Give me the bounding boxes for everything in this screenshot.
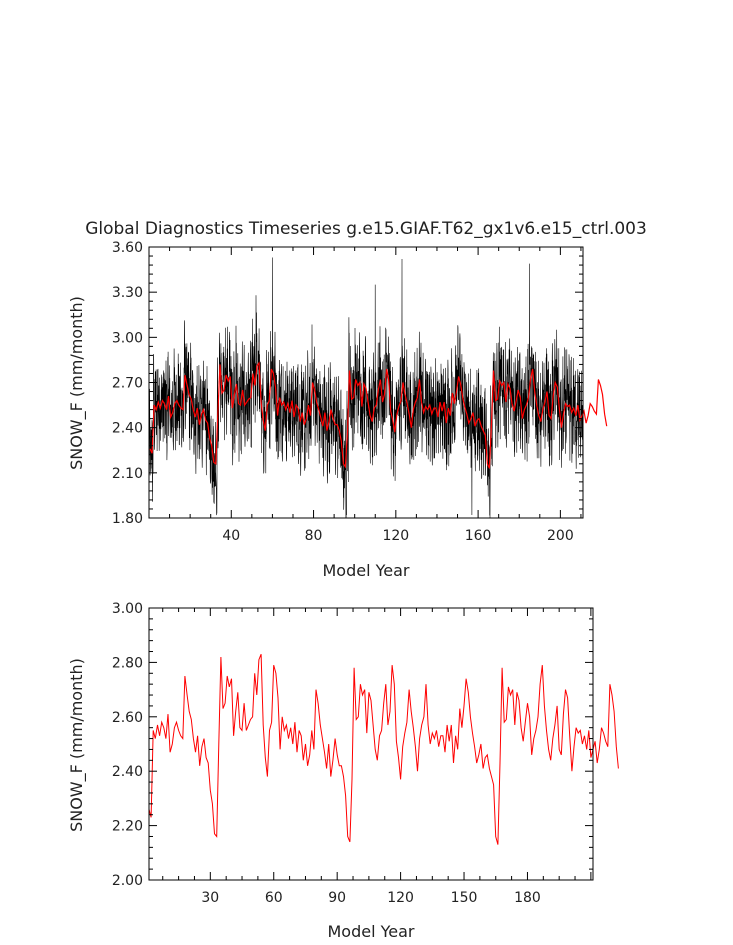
y-tick-label: 2.40 <box>112 421 143 437</box>
x-axis-label: Model Year <box>323 561 410 580</box>
x-tick-label: 160 <box>465 528 492 544</box>
x-tick-label: 180 <box>514 890 541 906</box>
annual-mean-overlay-line <box>149 361 608 469</box>
y-tick-label: 3.60 <box>112 240 143 256</box>
x-tick-label: 80 <box>305 528 323 544</box>
y-axis-label: SNOW_F (mm/month) <box>67 658 87 832</box>
y-tick-label: 2.00 <box>112 873 143 889</box>
y-tick-label: 3.00 <box>112 601 143 617</box>
x-tick-label: 120 <box>382 528 409 544</box>
x-tick-label: 30 <box>201 890 219 906</box>
ticks-group: 2.00 2.20 2.40 2.60 2.80 3.00 30 60 90 120 150 180 <box>112 601 593 906</box>
y-tick-label: 2.60 <box>112 710 143 726</box>
x-axis-label: Model Year <box>328 922 415 941</box>
ticks-group: 1.80 2.10 2.40 2.70 3.00 3.30 3.60 40 80 120 160 20… <box>112 240 583 544</box>
monthly-timeseries-chart: Global Diagnostics Timeseries g.e15.GIAF… <box>67 219 647 580</box>
x-tick-label: 200 <box>547 528 574 544</box>
x-tick-label: 40 <box>222 528 240 544</box>
y-tick-label: 2.20 <box>112 819 143 835</box>
x-tick-label: 60 <box>265 890 283 906</box>
series-group <box>148 654 619 845</box>
y-tick-label: 2.10 <box>112 466 143 482</box>
annual-mean-line <box>148 654 619 845</box>
x-tick-label: 90 <box>328 890 346 906</box>
y-tick-label: 2.40 <box>112 764 143 780</box>
x-tick-label: 120 <box>387 890 414 906</box>
plot-frame <box>148 607 594 881</box>
y-tick-label: 1.80 <box>112 511 143 527</box>
y-tick-label: 3.00 <box>112 330 143 346</box>
series-group <box>148 257 608 519</box>
x-tick-label: 150 <box>451 890 478 906</box>
chart-title: Global Diagnostics Timeseries g.e15.GIAF… <box>85 219 647 239</box>
y-tick-label: 2.80 <box>112 655 143 671</box>
y-axis-label: SNOW_F (mm/month) <box>67 296 87 470</box>
y-tick-label: 2.70 <box>112 376 143 392</box>
y-tick-label: 3.30 <box>112 285 143 301</box>
